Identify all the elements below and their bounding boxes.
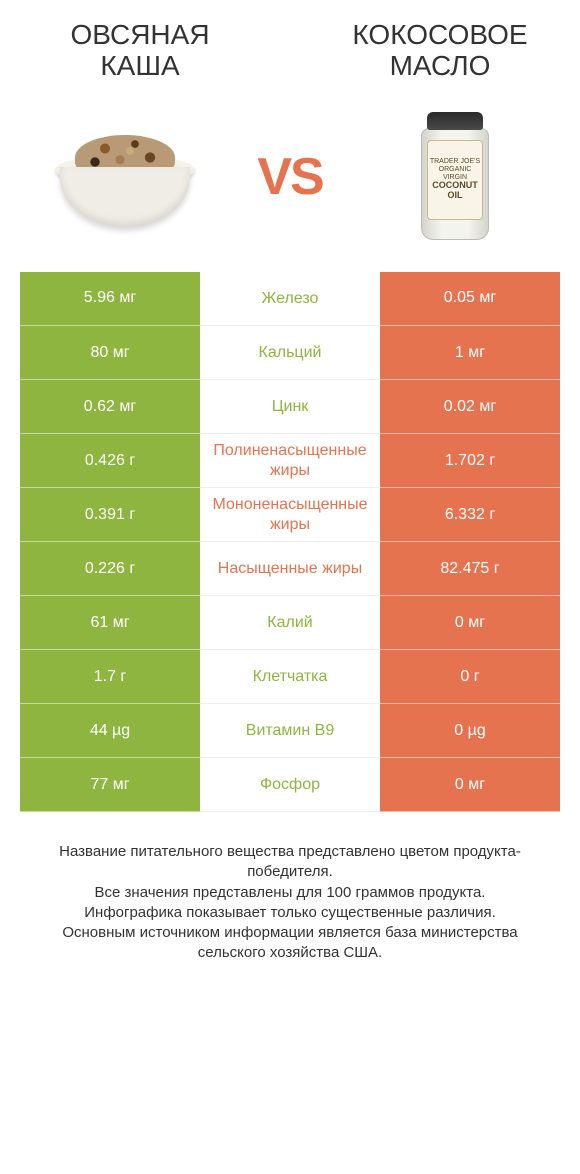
table-row: 5.96 мгЖелезо0.05 мг: [20, 272, 560, 326]
table-row: 0.391 гМононенасыщенные жиры6.332 г: [20, 488, 560, 542]
nutrient-name-cell: Фосфор: [200, 758, 380, 812]
left-value-cell: 0.62 мг: [20, 380, 200, 434]
right-value-cell: 0 мг: [380, 758, 560, 812]
left-product-title: Овсяная каша: [40, 20, 240, 82]
footnote-line: Основным источником информации является …: [30, 923, 550, 964]
nutrient-name-cell: Кальций: [200, 326, 380, 380]
table-row: 0.426 гПолиненасыщенные жиры1.702 г: [20, 434, 560, 488]
right-value-cell: 0 г: [380, 650, 560, 704]
nutrient-name-cell: Цинк: [200, 380, 380, 434]
table-row: 0.62 мгЦинк0.02 мг: [20, 380, 560, 434]
left-value-cell: 44 µg: [20, 704, 200, 758]
right-value-cell: 6.332 г: [380, 488, 560, 542]
right-value-cell: 82.475 г: [380, 542, 560, 596]
table-row: 44 µgВитамин B90 µg: [20, 704, 560, 758]
right-product-image: TRADER JOE'S ORGANIC VIRGIN COCONUT OIL: [370, 112, 540, 242]
jar-label-line: OIL: [448, 191, 463, 201]
left-value-cell: 61 мг: [20, 596, 200, 650]
right-value-cell: 1 мг: [380, 326, 560, 380]
vs-label: VS: [257, 147, 322, 207]
table-row: 61 мгКалий0 мг: [20, 596, 560, 650]
nutrient-name-cell: Железо: [200, 272, 380, 326]
right-value-cell: 1.702 г: [380, 434, 560, 488]
coconut-oil-jar-icon: TRADER JOE'S ORGANIC VIRGIN COCONUT OIL: [415, 112, 495, 242]
right-value-cell: 0 µg: [380, 704, 560, 758]
nutrient-name-cell: Калий: [200, 596, 380, 650]
footnote-line: Название питательного вещества представл…: [30, 842, 550, 883]
right-value-cell: 0 мг: [380, 596, 560, 650]
table-row: 1.7 гКлетчатка0 г: [20, 650, 560, 704]
left-value-cell: 77 мг: [20, 758, 200, 812]
jar-label-line: ORGANIC VIRGIN: [428, 166, 482, 181]
table-row: 0.226 гНасыщенные жиры82.475 г: [20, 542, 560, 596]
header: Овсяная каша Кокосовое масло: [0, 0, 580, 92]
nutrient-name-cell: Полиненасыщенные жиры: [200, 434, 380, 488]
nutrient-name-cell: Клетчатка: [200, 650, 380, 704]
left-value-cell: 80 мг: [20, 326, 200, 380]
right-value-cell: 0.05 мг: [380, 272, 560, 326]
footnote-line: Инфографика показывает только существенн…: [30, 903, 550, 923]
footnote-line: Все значения представлены для 100 граммо…: [30, 883, 550, 903]
oatmeal-bowl-icon: [50, 127, 200, 227]
comparison-table: 5.96 мгЖелезо0.05 мг80 мгКальций1 мг0.62…: [20, 272, 560, 813]
left-value-cell: 0.391 г: [20, 488, 200, 542]
table-row: 80 мгКальций1 мг: [20, 326, 560, 380]
left-value-cell: 0.226 г: [20, 542, 200, 596]
right-product-title: Кокосовое масло: [340, 20, 540, 82]
nutrient-name-cell: Мононенасыщенные жиры: [200, 488, 380, 542]
table-row: 77 мгФосфор0 мг: [20, 758, 560, 812]
left-value-cell: 0.426 г: [20, 434, 200, 488]
nutrient-name-cell: Витамин B9: [200, 704, 380, 758]
left-value-cell: 1.7 г: [20, 650, 200, 704]
left-product-image: [40, 112, 210, 242]
right-value-cell: 0.02 мг: [380, 380, 560, 434]
jar-label-line: TRADER JOE'S: [430, 158, 480, 166]
left-value-cell: 5.96 мг: [20, 272, 200, 326]
nutrient-name-cell: Насыщенные жиры: [200, 542, 380, 596]
footnote: Название питательного вещества представл…: [30, 842, 550, 964]
vs-row: VS TRADER JOE'S ORGANIC VIRGIN COCONUT O…: [0, 92, 580, 272]
